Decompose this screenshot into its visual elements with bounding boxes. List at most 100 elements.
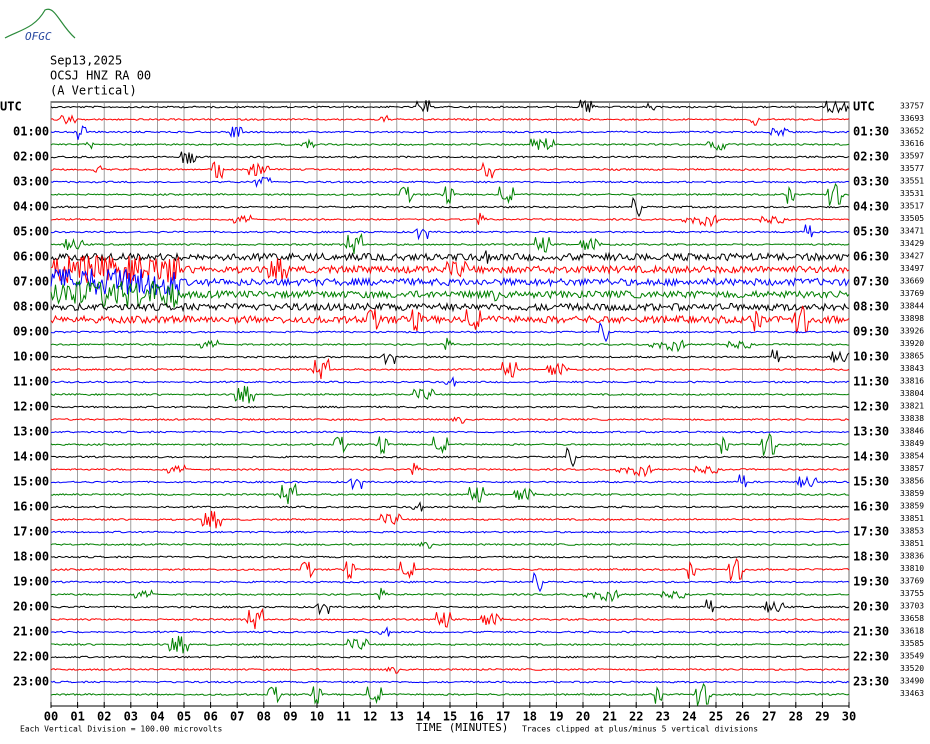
- trace: [50, 462, 850, 478]
- x-tick-label: 22: [629, 710, 643, 724]
- trace-count: 33669: [900, 277, 924, 286]
- right-time-label: UTC: [853, 100, 875, 114]
- trace: [50, 232, 850, 255]
- left-time-label: 20:00: [13, 600, 49, 614]
- trace-count: 33616: [900, 139, 924, 148]
- trace-count: 33838: [900, 414, 924, 423]
- trace: [50, 151, 850, 164]
- trace-count: 33618: [900, 627, 924, 636]
- trace-count: 33846: [900, 427, 924, 436]
- trace: [50, 666, 850, 674]
- x-tick-label: 26: [735, 710, 749, 724]
- x-tick-label: 04: [150, 710, 164, 724]
- right-time-label: 07:30: [853, 275, 889, 289]
- left-time-label: 21:00: [13, 625, 49, 639]
- trace: [50, 541, 850, 549]
- trace: [50, 196, 850, 218]
- left-time-label: 16:00: [13, 500, 49, 514]
- trace-count: 33505: [900, 214, 924, 223]
- trace: [50, 250, 850, 264]
- trace-count: 33849: [900, 439, 924, 448]
- trace-count: 33821: [900, 402, 924, 411]
- trace: [50, 416, 850, 424]
- trace-count: 33585: [900, 639, 924, 648]
- trace-count: 33427: [900, 252, 924, 261]
- left-time-label: 18:00: [13, 550, 49, 564]
- right-time-label: 09:30: [853, 325, 889, 339]
- trace: [50, 279, 850, 309]
- trace: [50, 337, 849, 353]
- trace: [50, 321, 850, 343]
- x-tick-label: 24: [682, 710, 696, 724]
- trace-count: 33429: [900, 239, 924, 248]
- x-tick-label: 14: [416, 710, 430, 724]
- trace: [51, 161, 850, 180]
- left-time-label: 09:00: [13, 325, 49, 339]
- trace-count: 33658: [900, 614, 924, 623]
- trace: [50, 432, 850, 456]
- right-time-label: 05:30: [853, 225, 889, 239]
- trace: [50, 501, 850, 512]
- trace-count: 33471: [900, 227, 924, 236]
- left-time-label: 05:00: [13, 225, 49, 239]
- trace: [50, 301, 850, 313]
- trace-count: 33463: [900, 689, 924, 698]
- left-time-label: UTC: [0, 100, 22, 114]
- trace-count: 33757: [900, 102, 924, 111]
- right-time-label: 21:30: [853, 625, 889, 639]
- trace: [50, 224, 850, 241]
- x-tick-label: 18: [523, 710, 537, 724]
- trace: [50, 482, 850, 505]
- trace-count: 33693: [900, 114, 924, 123]
- trace-count: 33769: [900, 577, 924, 586]
- trace-count: 33755: [900, 589, 924, 598]
- trace-count: 33836: [900, 552, 924, 561]
- trace-count: 33856: [900, 477, 924, 486]
- x-tick-label: 16: [469, 710, 483, 724]
- x-tick-label: 29: [815, 710, 829, 724]
- right-time-label: 19:30: [853, 575, 889, 589]
- right-time-label: 11:30: [853, 375, 889, 389]
- left-time-label: 15:00: [13, 475, 49, 489]
- logo-curve: [4, 8, 76, 39]
- trace: [51, 557, 850, 581]
- x-tick-label: 11: [336, 710, 350, 724]
- x-tick-label: 05: [177, 710, 191, 724]
- x-tick-label: 15: [443, 710, 457, 724]
- trace-count: 33865: [900, 352, 924, 361]
- trace: [50, 635, 850, 654]
- clip-note: Traces clipped at plus/minus 5 vertical …: [522, 725, 758, 734]
- trace-count: 33854: [900, 452, 924, 461]
- trace: [50, 349, 850, 366]
- trace-count: 33816: [900, 377, 924, 386]
- right-time-label: 13:30: [853, 425, 889, 439]
- trace: [50, 571, 850, 593]
- trace: [50, 626, 850, 637]
- trace-count: 33859: [900, 489, 924, 498]
- left-time-label: 23:00: [13, 675, 49, 689]
- trace: [50, 212, 850, 228]
- trace: [50, 268, 850, 296]
- trace-count: 33853: [900, 527, 924, 536]
- x-tick-label: 25: [709, 710, 723, 724]
- trace: [50, 376, 850, 387]
- trace-count: 33551: [900, 177, 924, 186]
- trace: [50, 587, 850, 603]
- x-tick-label: 12: [363, 710, 377, 724]
- right-time-label: 12:30: [853, 400, 889, 414]
- trace-count: 33597: [900, 152, 924, 161]
- right-time-label: 08:30: [853, 300, 889, 314]
- logo-text: OFGC: [25, 30, 52, 43]
- right-time-label: 16:30: [853, 500, 889, 514]
- trace-count: 33843: [900, 364, 924, 373]
- trace-count: 33804: [900, 389, 924, 398]
- trace-count: 33851: [900, 539, 924, 548]
- left-time-label: 14:00: [13, 450, 49, 464]
- trace: [50, 607, 850, 630]
- station: OCSJ HNZ RA 00: [50, 69, 151, 83]
- left-time-label: 07:00: [13, 275, 49, 289]
- right-time-label: 10:30: [853, 350, 889, 364]
- right-time-label: 15:30: [853, 475, 889, 489]
- x-tick-label: 00: [44, 710, 58, 724]
